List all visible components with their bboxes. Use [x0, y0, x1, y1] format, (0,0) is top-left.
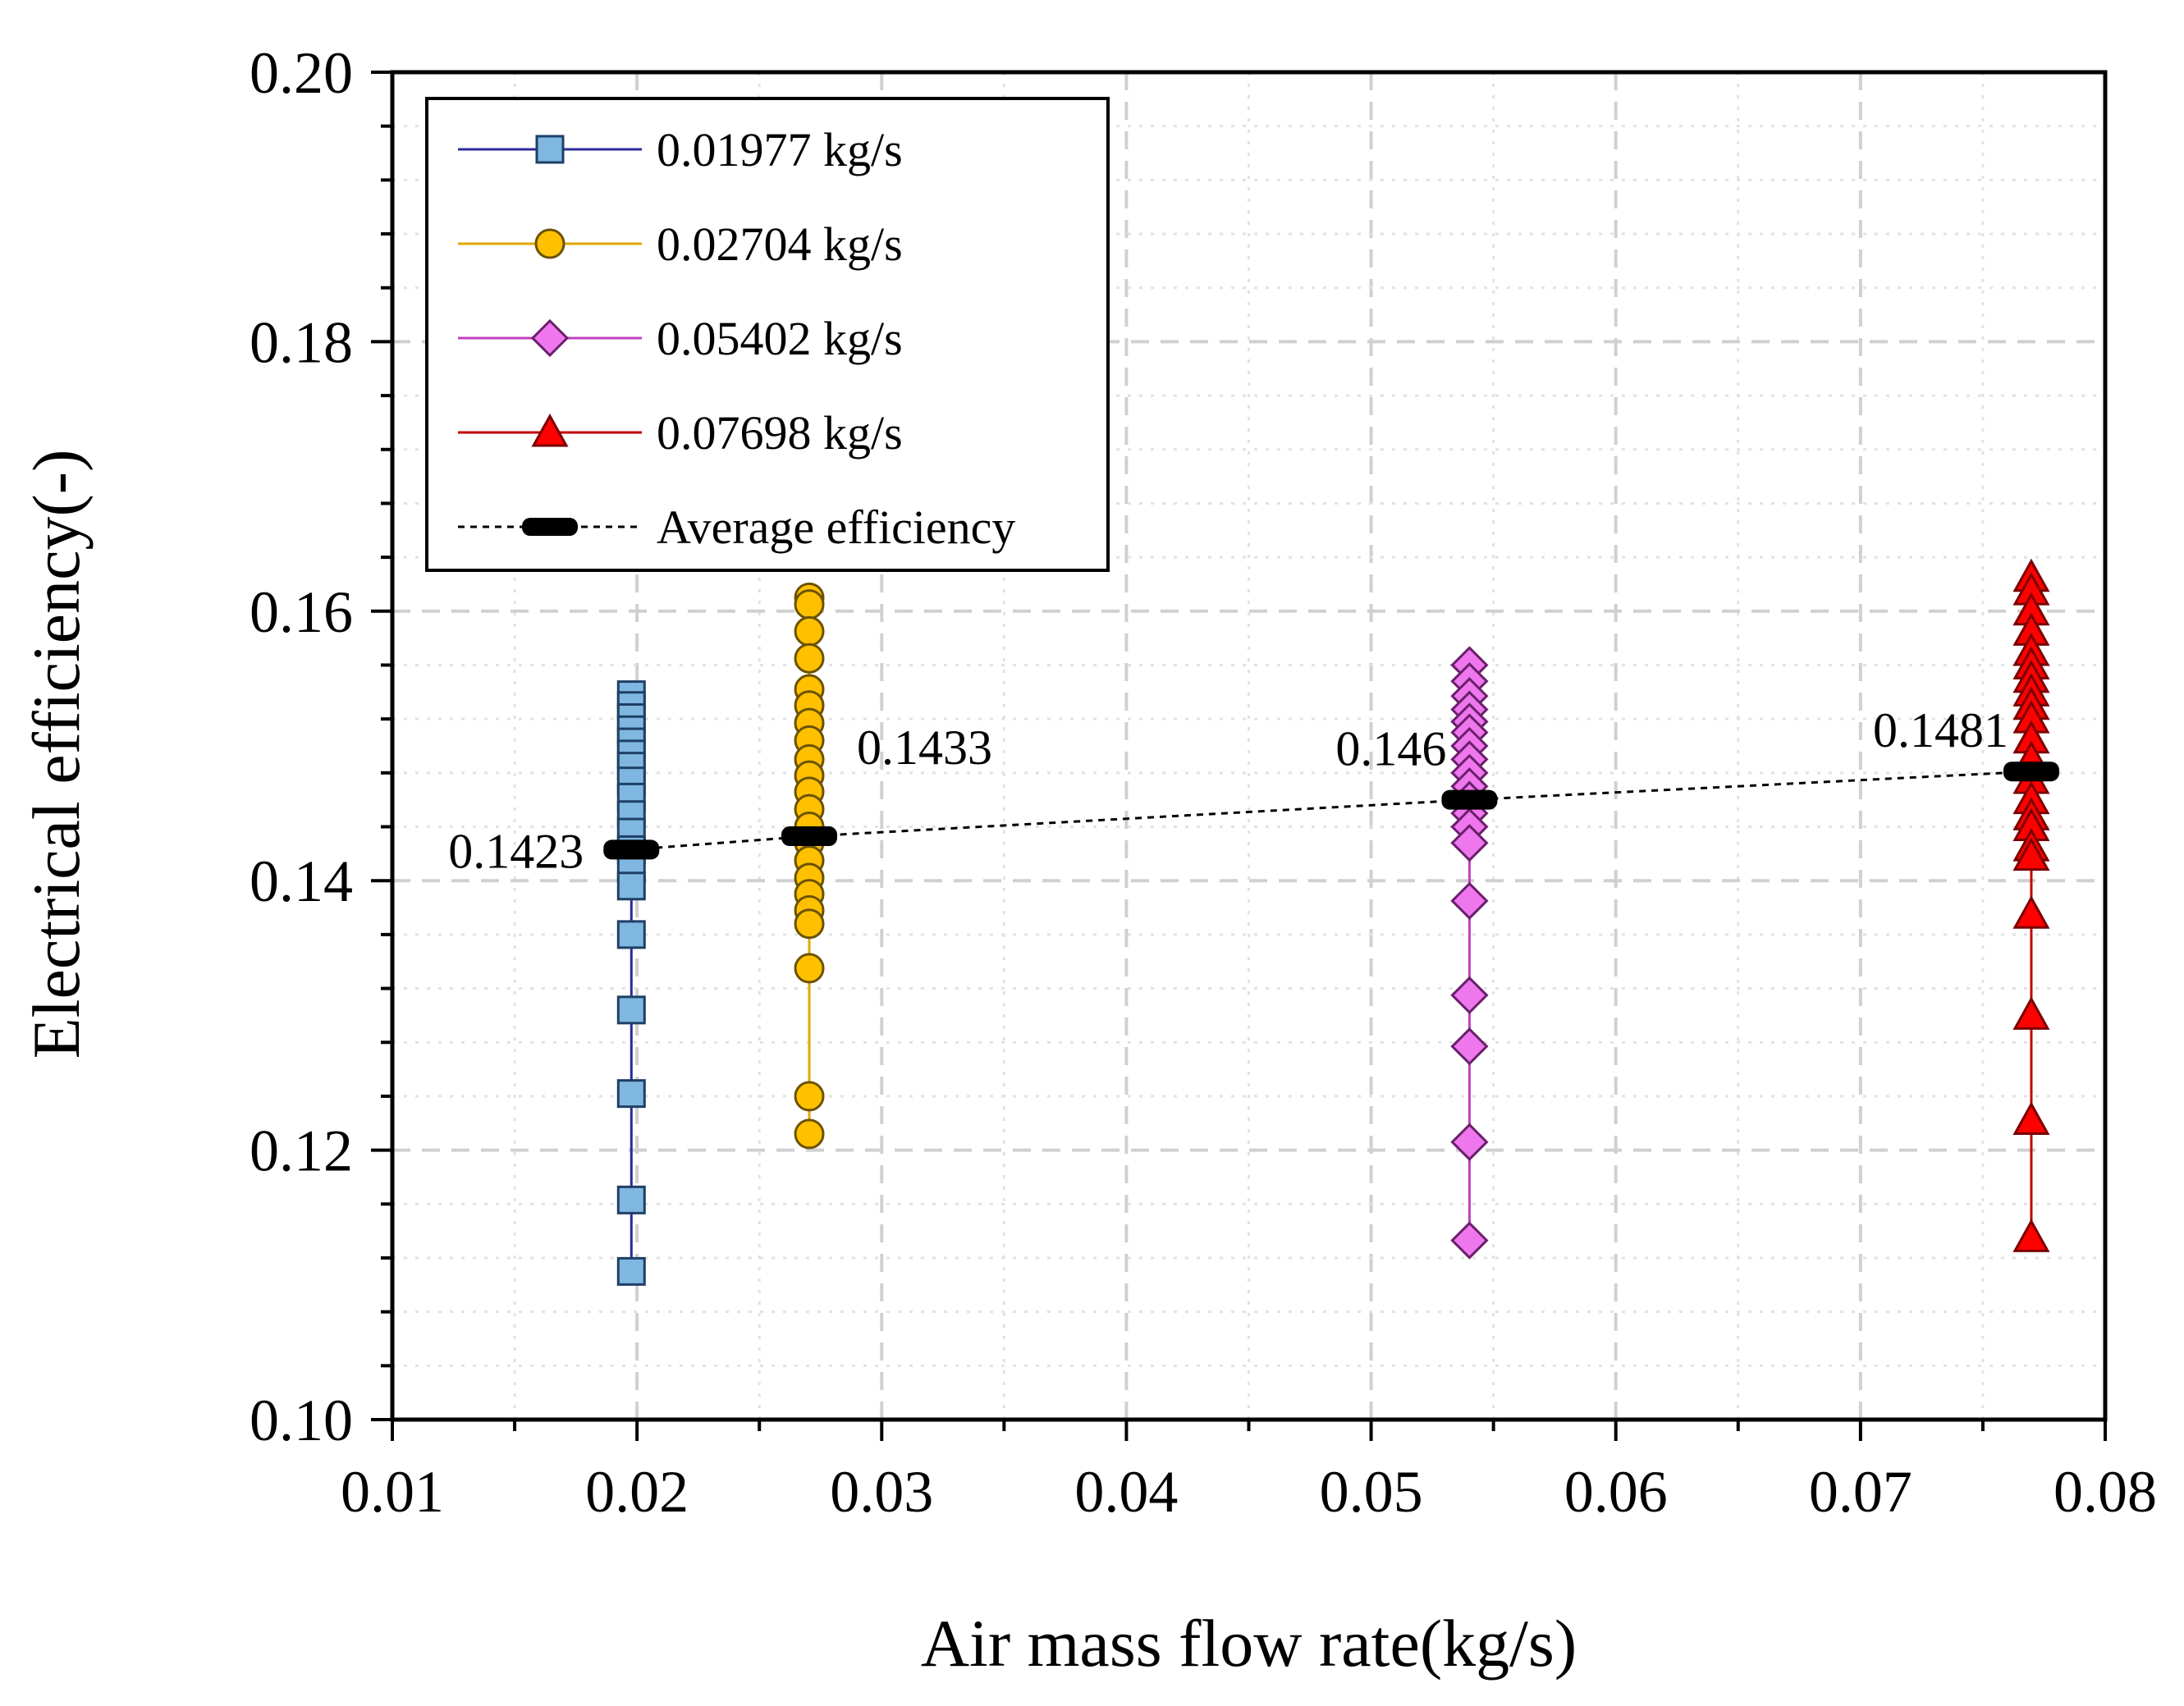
- average-efficiency-layer: 0.1423 0.1433 0.146 0.1481: [448, 703, 2059, 878]
- y-tick-label: 0.12: [250, 1118, 353, 1184]
- data-point-circle: [794, 615, 825, 647]
- y-tick-label: 0.10: [250, 1388, 353, 1453]
- legend: 0.01977 kg/s 0.02704 kg/s 0.05402 kg/s 0.07…: [425, 97, 1110, 572]
- data-point-diamond: [1450, 1221, 1489, 1260]
- data-point-square: [616, 1185, 646, 1214]
- data-point-circle: [794, 908, 825, 940]
- average-efficiency-marker: [781, 826, 838, 847]
- data-point-diamond: [1450, 1027, 1489, 1066]
- average-value-label: 0.1423: [448, 824, 584, 878]
- data-point-diamond: [1450, 824, 1489, 862]
- series-circle: [794, 582, 825, 1150]
- axes: 0.01 0.02 0.03 0.04 0.05 0.06 0.07 0.08 0.10 0.12…: [250, 40, 2157, 1525]
- legend-item: 0.01977 kg/s: [458, 123, 903, 176]
- data-point-circle: [794, 953, 825, 984]
- legend-label: 0.02704 kg/s: [657, 217, 903, 271]
- data-point-circle: [794, 1118, 825, 1150]
- y-tick-label: 0.16: [250, 579, 353, 645]
- series-square: [616, 680, 646, 1286]
- x-tick-label: 0.08: [2054, 1459, 2157, 1525]
- data-point-square: [616, 920, 646, 949]
- data-point-square: [616, 995, 646, 1025]
- data-point-square: [616, 1256, 646, 1286]
- legend-label: 0.01977 kg/s: [657, 123, 903, 176]
- grid: [392, 72, 2105, 1420]
- data-point-diamond: [1450, 976, 1489, 1014]
- data-point-diamond: [1450, 881, 1489, 920]
- x-tick-label: 0.04: [1074, 1459, 1178, 1525]
- x-tick-label: 0.07: [1809, 1459, 1912, 1525]
- y-tick-label: 0.20: [250, 40, 353, 106]
- average-value-label: 0.146: [1335, 722, 1446, 776]
- data-point-triangle: [2012, 837, 2050, 871]
- data-point-circle: [794, 1081, 825, 1112]
- x-tick-label: 0.02: [585, 1459, 689, 1525]
- legend-marker: [522, 518, 578, 536]
- legend-item: 0.07698 kg/s: [458, 406, 903, 460]
- data-point-circle: [794, 643, 825, 674]
- data-point-square: [616, 1079, 646, 1109]
- legend-marker: [535, 135, 565, 164]
- legend-label: Average efficiency: [657, 501, 1015, 554]
- data-point-triangle: [2012, 1219, 2050, 1252]
- y-tick-label: 0.14: [250, 848, 353, 914]
- plot-area: [616, 558, 2050, 1286]
- average-value-label: 0.1433: [857, 720, 992, 775]
- legend-item: 0.02704 kg/s: [458, 217, 903, 271]
- average-efficiency-marker: [1441, 789, 1498, 810]
- legend-marker: [531, 413, 569, 447]
- legend-label: 0.07698 kg/s: [657, 406, 903, 460]
- x-tick-label: 0.01: [341, 1459, 444, 1525]
- x-tick-label: 0.03: [830, 1459, 933, 1525]
- x-tick-label: 0.06: [1564, 1459, 1668, 1525]
- data-point-square: [616, 871, 646, 901]
- series-triangle: [2012, 558, 2050, 1252]
- x-axis-title: Air mass flow rate(kg/s): [921, 1606, 1577, 1681]
- legend-marker: [530, 318, 570, 358]
- data-point-diamond: [1450, 1123, 1489, 1161]
- legend-label: 0.05402 kg/s: [657, 312, 903, 365]
- legend-marker: [534, 228, 565, 259]
- average-efficiency-marker: [603, 839, 660, 860]
- x-tick-label: 0.05: [1320, 1459, 1423, 1525]
- data-point-triangle: [2012, 895, 2050, 929]
- average-value-label: 0.1481: [1873, 703, 2008, 757]
- data-point-circle: [794, 589, 825, 620]
- legend-item: 0.05402 kg/s: [458, 312, 903, 365]
- data-point-triangle: [2012, 996, 2050, 1030]
- average-efficiency-marker: [2003, 762, 2059, 782]
- y-tick-label: 0.18: [250, 309, 353, 375]
- series-diamond: [1450, 646, 1489, 1260]
- average-efficiency-line: [631, 770, 2032, 851]
- y-axis-title: Electrical efficiency(-): [19, 450, 94, 1059]
- data-point-triangle: [2012, 1101, 2050, 1135]
- legend-item: Average efficiency: [458, 501, 1015, 554]
